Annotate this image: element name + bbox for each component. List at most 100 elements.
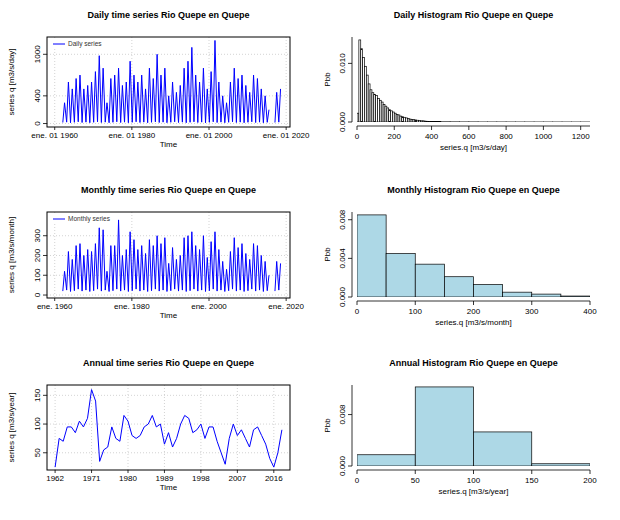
y-axis-title: Pbb (323, 72, 332, 87)
grid-line (54, 212, 55, 298)
x-tick (209, 127, 210, 130)
x-tick-label: ene. 01 1960 (31, 131, 78, 140)
histogram-bar (553, 121, 562, 122)
grid-line (286, 37, 287, 127)
chart-title: Daily Histogram Rio Quepe en Quepe (394, 10, 554, 20)
plot-frame (47, 212, 290, 298)
histogram-bar (534, 121, 543, 122)
x-tick (580, 126, 581, 130)
x-tick-label: 150 (525, 476, 539, 485)
histogram-bar (415, 264, 444, 297)
grid-line (47, 295, 290, 296)
x-tick (415, 470, 416, 474)
data-group (55, 390, 282, 468)
x-tick-label: 1200 (572, 132, 590, 141)
series-line (63, 40, 281, 122)
grid-line (47, 235, 290, 236)
legend-swatch (53, 219, 65, 220)
chart-canvas: 04001000ene. 01 1960ene. 01 1980ene. 01 … (0, 0, 620, 520)
y-tick (43, 295, 47, 296)
x-tick (473, 301, 474, 305)
data-group (357, 387, 590, 466)
x-tick (431, 126, 432, 130)
x-tick-label: 1962 (46, 474, 64, 483)
x-tick-label: ene. 1980 (114, 302, 150, 311)
grid-line (47, 54, 290, 55)
histogram-bar (506, 121, 515, 122)
chart-title: Daily time series Rio Quepe en Quepe (87, 10, 249, 20)
x-tick (164, 470, 165, 473)
histogram-bar (532, 294, 561, 297)
histogram-bar (562, 121, 571, 122)
x-tick-label: ene. 2000 (191, 302, 227, 311)
x-tick-label: 200 (467, 307, 481, 316)
histogram-bar (561, 296, 590, 297)
x-axis-title: Time (160, 311, 178, 320)
histogram-bar (497, 121, 506, 122)
data-group (357, 40, 590, 122)
histogram-bar (460, 121, 469, 122)
y-tick-label: 300 (33, 229, 42, 243)
x-tick-label: 0 (355, 476, 360, 485)
y-tick (348, 63, 352, 64)
x-tick-label: 1998 (192, 474, 210, 483)
legend-swatch (53, 44, 65, 45)
series-line (63, 220, 281, 292)
histogram-bar (450, 121, 459, 122)
x-tick (473, 470, 474, 474)
x-tick-label: ene. 01 2020 (263, 131, 310, 140)
x-tick (286, 127, 287, 130)
x-tick (237, 470, 238, 473)
series-line (55, 390, 282, 468)
x-tick-label: 400 (425, 132, 439, 141)
x-tick (531, 301, 532, 305)
histogram-bar (474, 284, 503, 297)
y-tick (348, 219, 352, 220)
x-tick-label: 600 (462, 132, 476, 141)
histogram-bar (478, 121, 487, 122)
x-tick (131, 127, 132, 130)
y-tick (348, 466, 352, 467)
line-chart: 0100200300ene. 1960ene. 1980ene. 2000ene… (7, 185, 304, 320)
x-tick (91, 470, 92, 473)
histogram-bar (581, 121, 590, 122)
y-tick-label: 0.000 (338, 286, 347, 307)
x-tick (415, 301, 416, 305)
y-axis-line (352, 385, 353, 466)
y-tick (348, 297, 352, 298)
histogram-bar (415, 387, 473, 466)
x-tick (531, 470, 532, 474)
x-tick (54, 298, 55, 301)
histogram: 0100200300400series.q [m3/s/month]0.0000… (323, 185, 597, 327)
y-tick (43, 235, 47, 236)
legend-box (49, 39, 106, 49)
x-tick-label: 2016 (265, 474, 283, 483)
histogram-bar (357, 455, 415, 466)
x-tick (54, 127, 55, 130)
histogram-bar (444, 277, 473, 297)
x-tick (468, 126, 469, 130)
data-group (63, 40, 281, 122)
x-tick-label: 0 (355, 307, 360, 316)
y-tick-label: 0.000 (338, 111, 347, 132)
y-tick-label: 100 (33, 417, 42, 431)
grid-line (164, 385, 165, 470)
y-tick (348, 122, 352, 123)
grid-line (47, 275, 290, 276)
y-axis-line (352, 212, 353, 297)
y-tick-label: 1000 (33, 45, 42, 63)
x-axis-title: series.q [m3/s/month] (435, 318, 511, 327)
x-axis-line (357, 126, 590, 127)
histogram: 020040060080010001200series.q [m3/s/day]… (323, 10, 590, 152)
grid-line (200, 385, 201, 470)
x-tick-label: 100 (409, 307, 423, 316)
histogram: 050100150200series.q [m3/s/year]0.0000.0… (323, 358, 597, 496)
grid-line (91, 385, 92, 470)
x-tick (200, 470, 201, 473)
y-tick (43, 255, 47, 256)
data-group (357, 215, 590, 297)
y-axis-title: series q [m3/s/month] (7, 217, 16, 293)
chart-title: Annual time series Rio Quepe en Quepe (83, 358, 254, 368)
x-tick-label: 50 (411, 476, 420, 485)
legend: Monthly series (49, 214, 114, 224)
